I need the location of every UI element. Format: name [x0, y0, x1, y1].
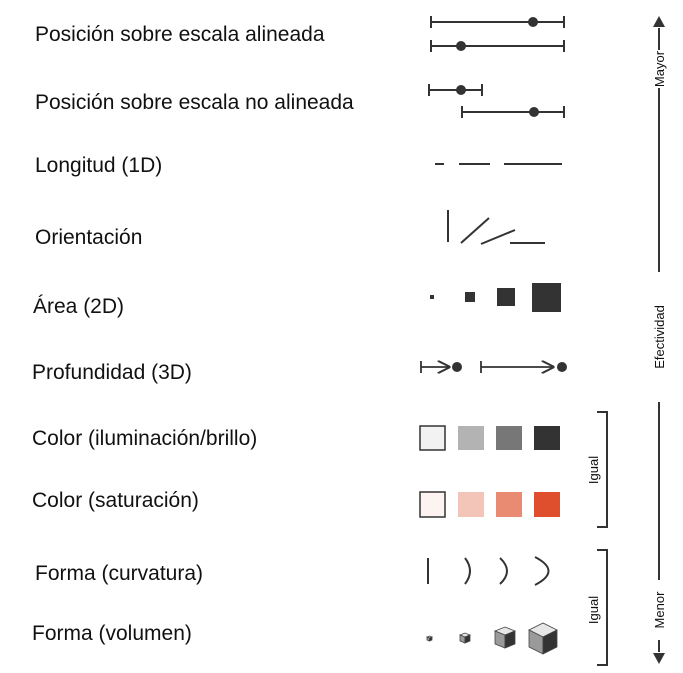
bracket-shape — [597, 549, 608, 666]
depth-arrows-icon — [420, 361, 567, 373]
label-aligned-position: Posición sobre escala alineada — [35, 23, 325, 46]
volume-cubes-icon — [425, 622, 558, 655]
curvature-arcs-icon — [427, 556, 550, 586]
bracket-label-color: Igual — [586, 456, 601, 484]
axis-label-middle: Efectividad — [652, 305, 667, 369]
label-color-luminance: Color (iluminación/brillo) — [32, 427, 258, 450]
label-area: Área (2D) — [33, 295, 125, 318]
bracket-color — [597, 411, 608, 528]
label-length: Longitud (1D) — [35, 154, 163, 177]
label-unaligned-position: Posición sobre escala no alineada — [35, 91, 354, 114]
axis-label-top: Mayor — [652, 50, 667, 87]
bracket-label-shape: Igual — [586, 596, 601, 624]
luminance-swatches-icon — [419, 425, 560, 451]
area-squares-icon — [430, 283, 561, 312]
label-depth: Profundidad (3D) — [32, 361, 192, 384]
arrow-down-icon — [653, 653, 665, 664]
label-color-saturation: Color (saturación) — [32, 489, 199, 512]
label-shape-curvature: Forma (curvatura) — [35, 562, 204, 585]
label-shape-volume: Forma (volumen) — [32, 622, 192, 645]
aligned-scale-dot-icon — [430, 16, 565, 52]
arrow-up-icon — [653, 16, 665, 27]
saturation-swatches-icon — [419, 491, 560, 518]
unaligned-scale-dot-icon — [428, 84, 565, 118]
orientation-lines-icon — [447, 210, 545, 245]
axis-label-bottom: Menor — [652, 591, 667, 629]
label-orientation: Orientación — [35, 226, 143, 249]
